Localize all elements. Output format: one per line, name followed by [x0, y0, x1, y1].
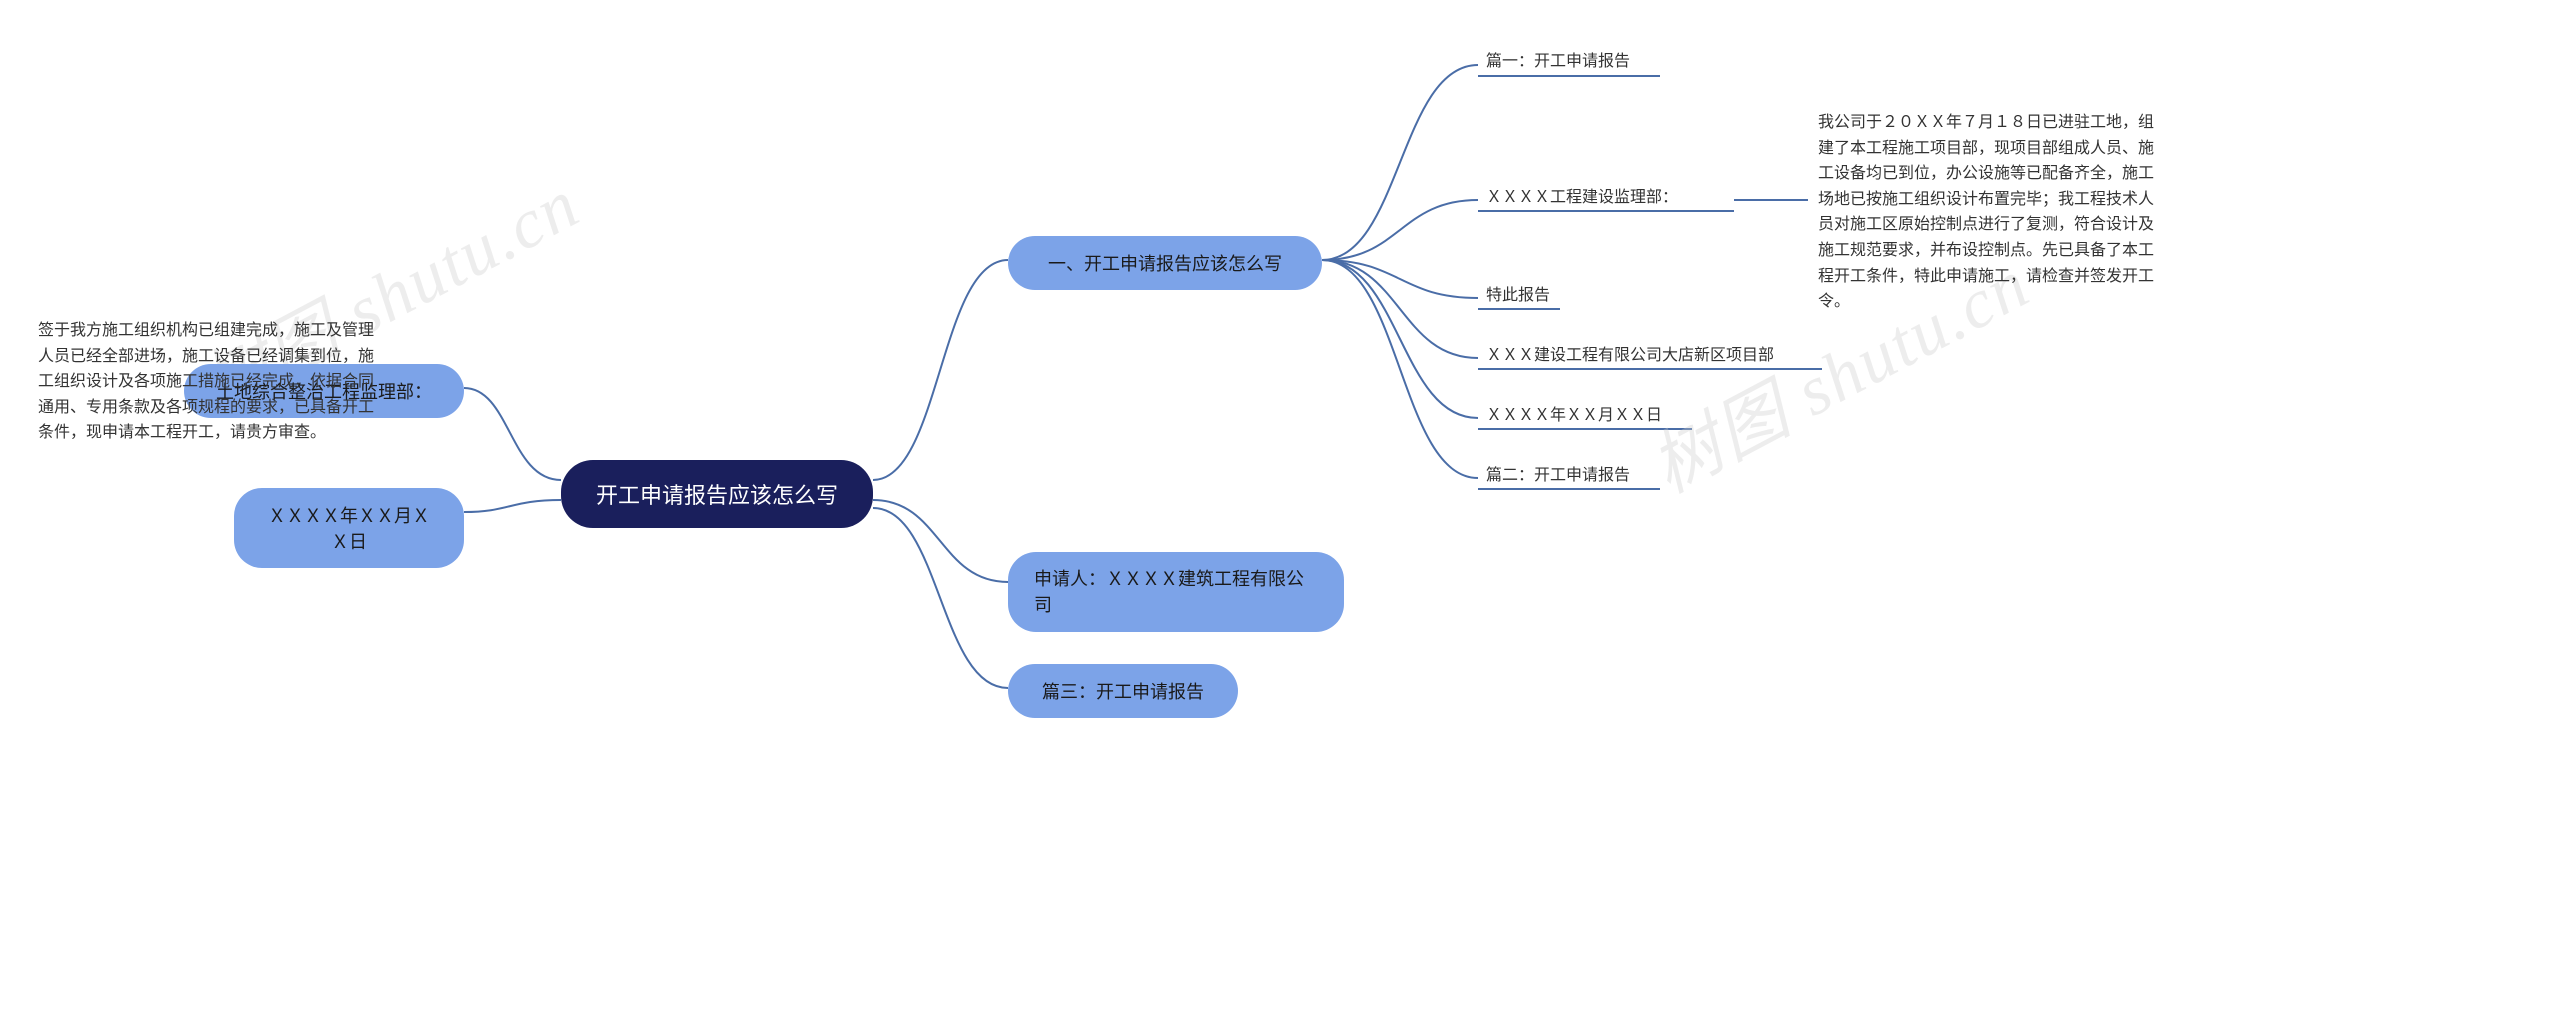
leaf-c3-text: 特此报告: [1486, 284, 1550, 309]
branch-article3[interactable]: 篇三：开工申请报告: [1008, 664, 1238, 718]
branch-left-date[interactable]: ＸＸＸＸ年ＸＸ月ＸＸ日: [234, 488, 464, 568]
leaf-c6-text: 篇二：开工申请报告: [1486, 464, 1630, 489]
leaf-c4[interactable]: ＸＸＸ建设工程有限公司大店新区项目部: [1486, 344, 1774, 369]
leaf-c5-text: ＸＸＸＸ年ＸＸ月ＸＸ日: [1486, 404, 1662, 429]
root-label: 开工申请报告应该怎么写: [596, 478, 838, 510]
branch-section1-label: 一、开工申请报告应该怎么写: [1048, 250, 1282, 276]
leaf-supervision-detail-text: 签于我方施工组织机构已组建完成，施工及管理人员已经全部进场，施工设备已经调集到位…: [38, 318, 374, 446]
branch-article3-label: 篇三：开工申请报告: [1042, 678, 1204, 704]
branch-section1[interactable]: 一、开工申请报告应该怎么写: [1008, 236, 1322, 290]
leaf-c6[interactable]: 篇二：开工申请报告: [1486, 464, 1630, 489]
leaf-c2-detail-text: 我公司于２０ＸＸ年７月１８日已进驻工地，组建了本工程施工项目部，现项目部组成人员…: [1818, 110, 2158, 315]
branch-left-date-label: ＸＸＸＸ年ＸＸ月ＸＸ日: [260, 502, 438, 554]
leaf-c4-text: ＸＸＸ建设工程有限公司大店新区项目部: [1486, 344, 1774, 369]
leaf-c3[interactable]: 特此报告: [1486, 284, 1550, 309]
leaf-c1[interactable]: 篇一：开工申请报告: [1486, 50, 1630, 75]
leaf-supervision-detail-actual: 签于我方施工组织机构已组建完成，施工及管理人员已经全部进场，施工设备已经调集到位…: [38, 318, 374, 446]
branch-applicant[interactable]: 申请人：ＸＸＸＸ建筑工程有限公司: [1008, 552, 1344, 632]
leaf-c5[interactable]: ＸＸＸＸ年ＸＸ月ＸＸ日: [1486, 404, 1662, 429]
leaf-c2-label-text: ＸＸＸＸ工程建设监理部：: [1486, 186, 1678, 211]
leaf-c2-detail: 我公司于２０ＸＸ年７月１８日已进驻工地，组建了本工程施工项目部，现项目部组成人员…: [1818, 110, 2158, 315]
leaf-c1-text: 篇一：开工申请报告: [1486, 50, 1630, 75]
root-node[interactable]: 开工申请报告应该怎么写: [561, 460, 873, 528]
branch-applicant-label: 申请人：ＸＸＸＸ建筑工程有限公司: [1034, 566, 1318, 618]
leaf-c2-label[interactable]: ＸＸＸＸ工程建设监理部：: [1486, 186, 1678, 211]
